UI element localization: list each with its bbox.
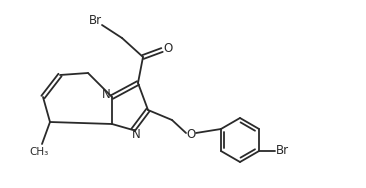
Text: O: O (186, 129, 195, 142)
Text: Br: Br (276, 145, 289, 158)
Text: O: O (163, 42, 173, 55)
Text: N: N (132, 129, 141, 142)
Text: Br: Br (89, 14, 101, 27)
Text: CH₃: CH₃ (29, 147, 49, 157)
Text: N: N (102, 89, 111, 102)
